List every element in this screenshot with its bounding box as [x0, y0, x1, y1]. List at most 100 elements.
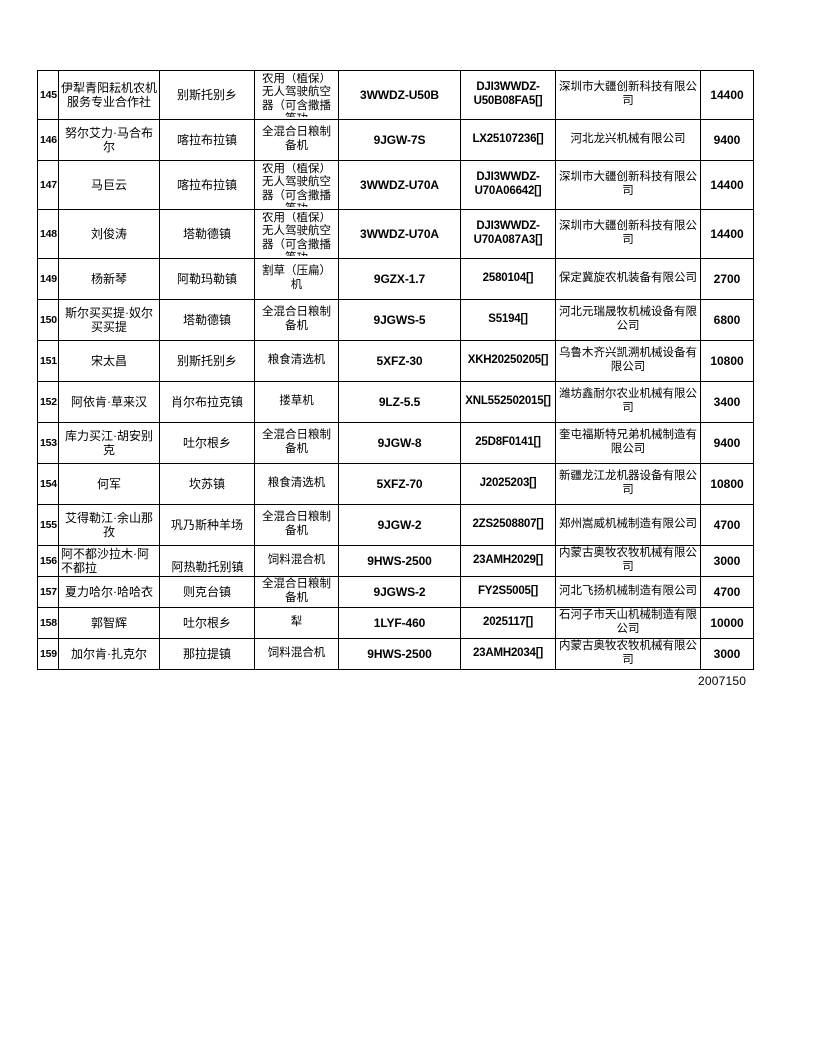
table-row: 151 宋太昌 别斯托别乡 粮食清选机 5XFZ-30 XKH20250205[… [37, 340, 754, 382]
township: 别斯托别乡 [159, 340, 255, 382]
purchaser-name: 阿依肯·草来汉 [58, 381, 160, 423]
machine-model: 3WWDZ-U70A [338, 160, 461, 210]
machine-model: 1LYF-460 [338, 607, 461, 639]
manufacturer: 河北元瑞晟牧机械设备有限公司 [555, 299, 701, 341]
machine-category: 粮食清选机 [254, 340, 339, 382]
machine-model: 9HWS-2500 [338, 638, 461, 670]
machine-model: 3WWDZ-U70A [338, 209, 461, 259]
manufacturer: 内蒙古奥牧农牧机械有限公司 [555, 545, 701, 577]
machine-category: 割草（压扁）机 [254, 258, 339, 300]
purchaser-name: 艾得勒江·余山那孜 [58, 504, 160, 546]
machine-serial: S5194[] [460, 299, 556, 341]
subsidy-amount: 10800 [700, 463, 754, 505]
purchaser-name: 加尔肯·扎克尔 [58, 638, 160, 670]
machine-category: 搂草机 [254, 381, 339, 423]
township: 喀拉布拉镇 [159, 160, 255, 210]
subsidy-amount: 14400 [700, 209, 754, 259]
purchaser-name: 马巨云 [58, 160, 160, 210]
purchaser-name: 斯尔买买提·奴尔买买提 [58, 299, 160, 341]
machine-category: 粮食清选机 [254, 463, 339, 505]
subsidy-amount: 3000 [700, 638, 754, 670]
purchaser-name-text: 阿不都沙拉木·阿不都拉 [61, 547, 149, 576]
machine-model: 9JGWS-2 [338, 576, 461, 608]
subsidy-amount: 3000 [700, 545, 754, 577]
township: 吐尔根乡 [159, 607, 255, 639]
machine-category: 农用（植保）无人驾驶航空器（可含撒播等功 [254, 70, 339, 120]
machine-model: 5XFZ-30 [338, 340, 461, 382]
machine-category-text: 农用（植保）无人驾驶航空器（可含撒播等功 [262, 212, 331, 256]
purchaser-name: 库力买江·胡安别克 [58, 422, 160, 464]
machine-model: 3WWDZ-U50B [338, 70, 461, 120]
purchaser-name: 阿不都沙拉木·阿不都拉 [58, 545, 160, 577]
table-body: 145 伊犁青阳耘机农机服务专业合作社 别斯托别乡 农用（植保）无人驾驶航空器（… [37, 70, 754, 670]
manufacturer: 潍坊鑫耐尔农业机械有限公司 [555, 381, 701, 423]
table-row: 153 库力买江·胡安别克 吐尔根乡 全混合日粮制备机 9JGW-8 25D8F… [37, 422, 754, 464]
machine-category: 农用（植保）无人驾驶航空器（可含撒播等功 [254, 160, 339, 210]
purchaser-name: 何军 [58, 463, 160, 505]
machine-serial: 23AMH2034[] [460, 638, 556, 670]
subsidy-amount: 9400 [700, 119, 754, 161]
machine-category: 全混合日粮制备机 [254, 576, 339, 608]
machine-category-text: 农用（植保）无人驾驶航空器（可含撒播等功 [262, 163, 331, 207]
manufacturer: 内蒙古奥牧农牧机械有限公司 [555, 638, 701, 670]
machine-serial: 25D8F0141[] [460, 422, 556, 464]
machine-category: 犁 [254, 607, 339, 639]
machine-model: 9GZX-1.7 [338, 258, 461, 300]
machine-model: 9JGW-2 [338, 504, 461, 546]
township: 巩乃斯种羊场 [159, 504, 255, 546]
row-index: 148 [37, 209, 59, 259]
row-index: 155 [37, 504, 59, 546]
table-row: 154 何军 坎苏镇 粮食清选机 5XFZ-70 J2025203[] 新疆龙江… [37, 463, 754, 505]
subsidy-amount: 2700 [700, 258, 754, 300]
township: 喀拉布拉镇 [159, 119, 255, 161]
township: 塔勒德镇 [159, 209, 255, 259]
machine-category-text: 农用（植保）无人驾驶航空器（可含撒播等功 [262, 73, 331, 117]
row-index: 154 [37, 463, 59, 505]
table-row: 146 努尔艾力·马合布尔 喀拉布拉镇 全混合日粮制备机 9JGW-7S LX2… [37, 119, 754, 161]
row-index: 157 [37, 576, 59, 608]
manufacturer: 奎屯福斯特兄弟机械制造有限公司 [555, 422, 701, 464]
row-index: 152 [37, 381, 59, 423]
machine-serial: LX25107236[] [460, 119, 556, 161]
subsidy-amount: 4700 [700, 576, 754, 608]
manufacturer: 深圳市大疆创新科技有限公司 [555, 70, 701, 120]
subsidy-amount: 10000 [700, 607, 754, 639]
subsidy-amount: 14400 [700, 70, 754, 120]
township: 别斯托别乡 [159, 70, 255, 120]
machine-model: 9JGW-7S [338, 119, 461, 161]
manufacturer: 深圳市大疆创新科技有限公司 [555, 209, 701, 259]
machine-serial: XKH20250205[] [460, 340, 556, 382]
subsidy-amount: 6800 [700, 299, 754, 341]
table-row: 152 阿依肯·草来汉 肖尔布拉克镇 搂草机 9LZ-5.5 XNL552502… [37, 381, 754, 423]
machine-model: 5XFZ-70 [338, 463, 461, 505]
row-index: 147 [37, 160, 59, 210]
machine-model: 9HWS-2500 [338, 545, 461, 577]
township: 塔勒德镇 [159, 299, 255, 341]
machine-serial: J2025203[] [460, 463, 556, 505]
township: 则克台镇 [159, 576, 255, 608]
machine-serial: 2ZS2508807[] [460, 504, 556, 546]
machine-serial: XNL552502015[] [460, 381, 556, 423]
row-index: 150 [37, 299, 59, 341]
machine-serial: 23AMH2029[] [460, 545, 556, 577]
machine-serial: 2025117[] [460, 607, 556, 639]
purchaser-name: 杨新琴 [58, 258, 160, 300]
purchaser-name: 郭智辉 [58, 607, 160, 639]
row-index: 159 [37, 638, 59, 670]
manufacturer: 郑州嵩威机械制造有限公司 [555, 504, 701, 546]
table-row: 155 艾得勒江·余山那孜 巩乃斯种羊场 全混合日粮制备机 9JGW-2 2ZS… [37, 504, 754, 546]
machine-category: 农用（植保）无人驾驶航空器（可含撒播等功 [254, 209, 339, 259]
machine-model: 9LZ-5.5 [338, 381, 461, 423]
table-row: 147 马巨云 喀拉布拉镇 农用（植保）无人驾驶航空器（可含撒播等功 3WWDZ… [37, 160, 754, 210]
machine-category: 全混合日粮制备机 [254, 299, 339, 341]
subsidy-amount: 10800 [700, 340, 754, 382]
row-index: 146 [37, 119, 59, 161]
table-row: 156 阿不都沙拉木·阿不都拉 阿热勒托别镇 饲料混合机 9HWS-2500 2… [37, 545, 754, 577]
manufacturer: 深圳市大疆创新科技有限公司 [555, 160, 701, 210]
page-footer-number: 2007150 [698, 674, 747, 688]
manufacturer: 石河子市天山机械制造有限公司 [555, 607, 701, 639]
manufacturer: 新疆龙江龙机器设备有限公司 [555, 463, 701, 505]
table-row: 159 加尔肯·扎克尔 那拉提镇 饲料混合机 9HWS-2500 23AMH20… [37, 638, 754, 670]
machine-serial: FY2S5005[] [460, 576, 556, 608]
